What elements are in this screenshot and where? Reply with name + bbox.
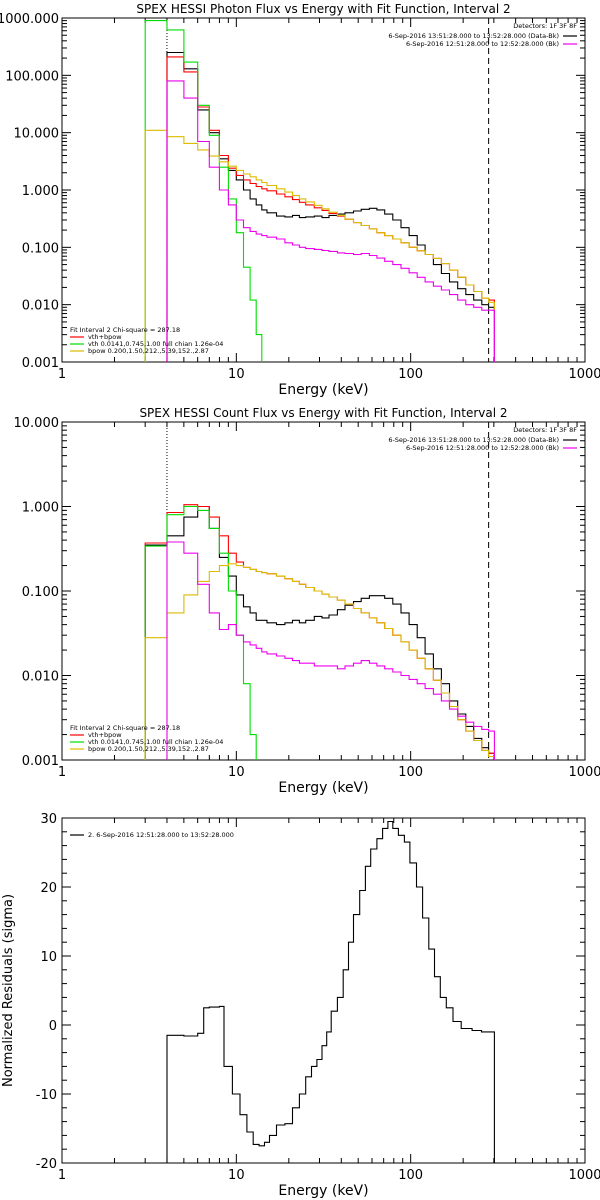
series-layer [144,504,495,760]
series-data-bk [144,505,495,760]
series-2-6-sep-2016-12-51-28-000-to-13-52-28-000 [166,820,495,1163]
legend-entry-label: 6-Sep-2016 12:51:28.000 to 12:52:28.000 … [406,444,559,452]
x-tick-label: 1 [58,1168,66,1183]
x-tick-label: 10 [228,1168,245,1183]
x-tick-label: 100 [398,367,423,382]
y-tick-label: 10.000 [14,127,60,142]
chart-title: SPEX HESSI Photon Flux vs Energy with Fi… [136,2,510,16]
y-tick-label: 100.000 [5,69,59,84]
plot-frame [61,17,586,363]
series-vth-bpow [166,56,495,362]
x-axis-label: Energy (keV) [278,382,368,398]
x-tick-label: 10 [228,367,245,382]
series-layer [144,20,495,362]
series-data-bk [166,51,495,362]
chart-title: SPEX HESSI Count Flux vs Energy with Fit… [139,406,507,420]
legend-header: Detectors: 1F 3F 8F [513,22,577,30]
chart-panel-1: SPEX HESSI Photon Flux vs Energy with Fi… [0,2,600,398]
y-tick-label: 0 [49,1019,57,1034]
y-tick-label: 0.010 [22,670,59,685]
legend-entry-label: 2. 6-Sep-2016 12:51:28.000 to 13:52:28.0… [88,831,234,839]
y-tick-label: -10 [36,1088,57,1103]
y-tick-label: 1000.000 [0,12,59,27]
series-layer [166,820,495,1163]
y-tick-label: -20 [36,1157,57,1172]
chart-panel-3: 1 10 100 1000 Energy (keV) -20 -10 0 10 20 30 Norma… [1,812,600,1199]
plot-frame [61,421,586,761]
fit-legend-label: vth 0.0141,0.745,1.00 full chian 1.26e-0… [88,738,223,746]
x-axis-label: Energy (keV) [278,780,368,796]
fit-legend-header: Fit Interval 2 Chi-square = 287.18 [70,724,180,732]
series-vth-bpow [144,504,495,760]
x-axis-label: Energy (keV) [278,1183,368,1199]
y-tick-label: 1.000 [22,501,59,516]
fit-legend-label: vth+bpow [88,731,122,739]
fit-legend-header: Fit Interval 2 Chi-square = 287.18 [70,326,180,334]
x-tick-label: 100 [398,1168,423,1183]
fit-legend-label: vth 0.0141,0.745,1.00 full chian 1.26e-0… [88,340,223,348]
x-tick-label: 100 [398,765,423,780]
x-tick-label: 1000 [568,765,600,780]
series-bpow [144,563,495,760]
fit-legend-label: bpow 0.200,1.50,212.,5.39,152.,2.87 [88,347,209,355]
fit-legend-label: vth+bpow [88,333,122,341]
legend-entry-label: 6-Sep-2016 13:51:28.000 to 13:52:28.000 … [388,436,559,444]
y-tick-label: 30 [40,812,57,827]
x-tick-label: 1000 [568,1168,600,1183]
chart-panel-2: SPEX HESSI Count Flux vs Energy with Fit… [14,406,600,796]
series-bk [166,541,495,760]
series-bpow [144,129,495,362]
x-tick-label: 1 [58,367,66,382]
series-vth [144,505,263,760]
y-tick-label: 20 [40,881,57,896]
y-axis-label: Normalized Residuals (sigma) [1,894,16,1087]
y-tick-label: 0.100 [22,585,59,600]
x-tick-label: 1000 [568,367,600,382]
legend-entry-label: 6-Sep-2016 13:51:28.000 to 13:52:28.000 … [388,32,559,40]
y-tick-label: 10.000 [14,416,60,431]
y-tick-label: 1.000 [22,184,59,199]
y-tick-label: 0.010 [22,299,59,314]
plot-frame [61,817,586,1164]
x-tick-label: 10 [228,765,245,780]
y-tick-label: 0.001 [22,754,59,769]
x-tick-label: 1 [58,765,66,780]
legend-entry-label: 6-Sep-2016 12:51:28.000 to 12:52:28.000 … [406,40,559,48]
y-tick-label: 0.100 [22,241,59,256]
y-tick-label: 10 [40,950,57,965]
fit-legend-label: bpow 0.200,1.50,212.,5.39,152.,2.87 [88,745,209,753]
series-vth [144,20,269,362]
y-tick-label: 0.001 [22,356,59,371]
series-bk [166,80,495,362]
legend-header: Detectors: 1F 3F 8F [513,426,577,434]
